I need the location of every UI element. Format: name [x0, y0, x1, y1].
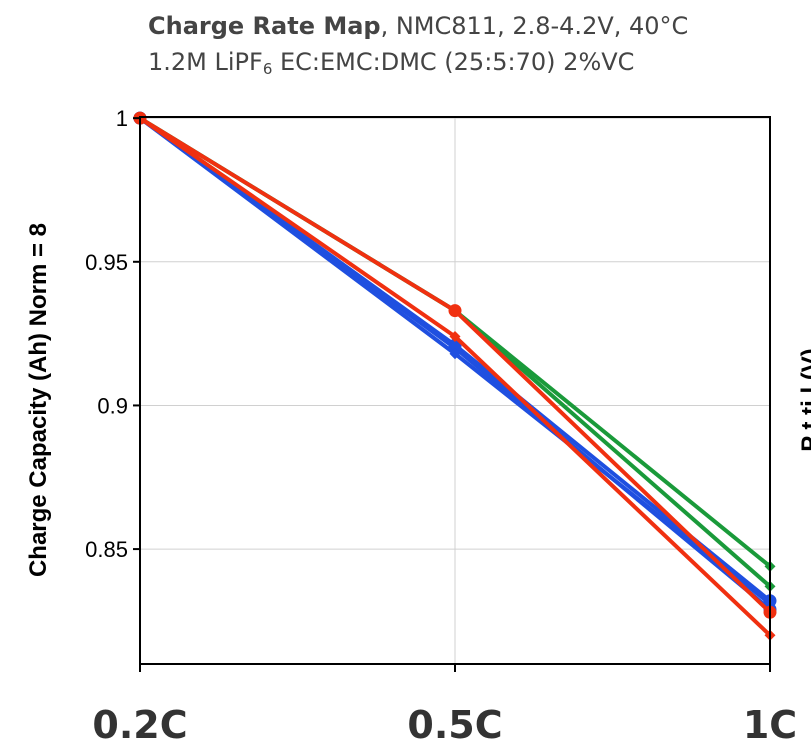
chart-title-bold: Charge Rate Map — [148, 12, 381, 40]
data-point-marker — [448, 304, 462, 318]
data-point-marker — [449, 348, 461, 360]
x-tick-label: 0.2C — [92, 703, 187, 746]
y-axis-label: Charge Capacity (Ah) Norm = 8 — [25, 223, 52, 577]
right-axis-label: P t ti l (V) — [797, 348, 811, 452]
electrolyte-salt: 1.2M LiPF — [148, 48, 263, 76]
grid-layer — [140, 117, 770, 664]
chart-title-rest: , NMC811, 2.8-4.2V, 40°C — [380, 12, 689, 40]
chart-title-line-1: Charge Rate Map, NMC811, 2.8-4.2V, 40°C — [148, 8, 808, 44]
series-layer — [133, 111, 777, 641]
y-tick-label: 0.85 — [85, 537, 128, 562]
electrolyte-solvent: EC:EMC:DMC (25:5:70) 2%VC — [272, 48, 635, 76]
data-point-marker — [449, 330, 461, 342]
y-tick-label: 1 — [116, 106, 128, 131]
chart-title-block: Charge Rate Map, NMC811, 2.8-4.2V, 40°C … — [148, 8, 808, 80]
electrolyte-salt-subscript: 6 — [262, 60, 273, 78]
y-tick-label: 0.9 — [97, 393, 128, 418]
x-tick-label: 0.5C — [407, 703, 502, 746]
x-tick-label: 1C — [743, 703, 797, 746]
axis-layer: 1 0.95 0.9 0.85 0.2C 0.5C 1C — [85, 106, 797, 746]
y-tick-label: 0.95 — [85, 250, 128, 275]
chart-subtitle-line-2: 1.2M LiPF6 EC:EMC:DMC (25:5:70) 2%VC — [148, 44, 808, 80]
